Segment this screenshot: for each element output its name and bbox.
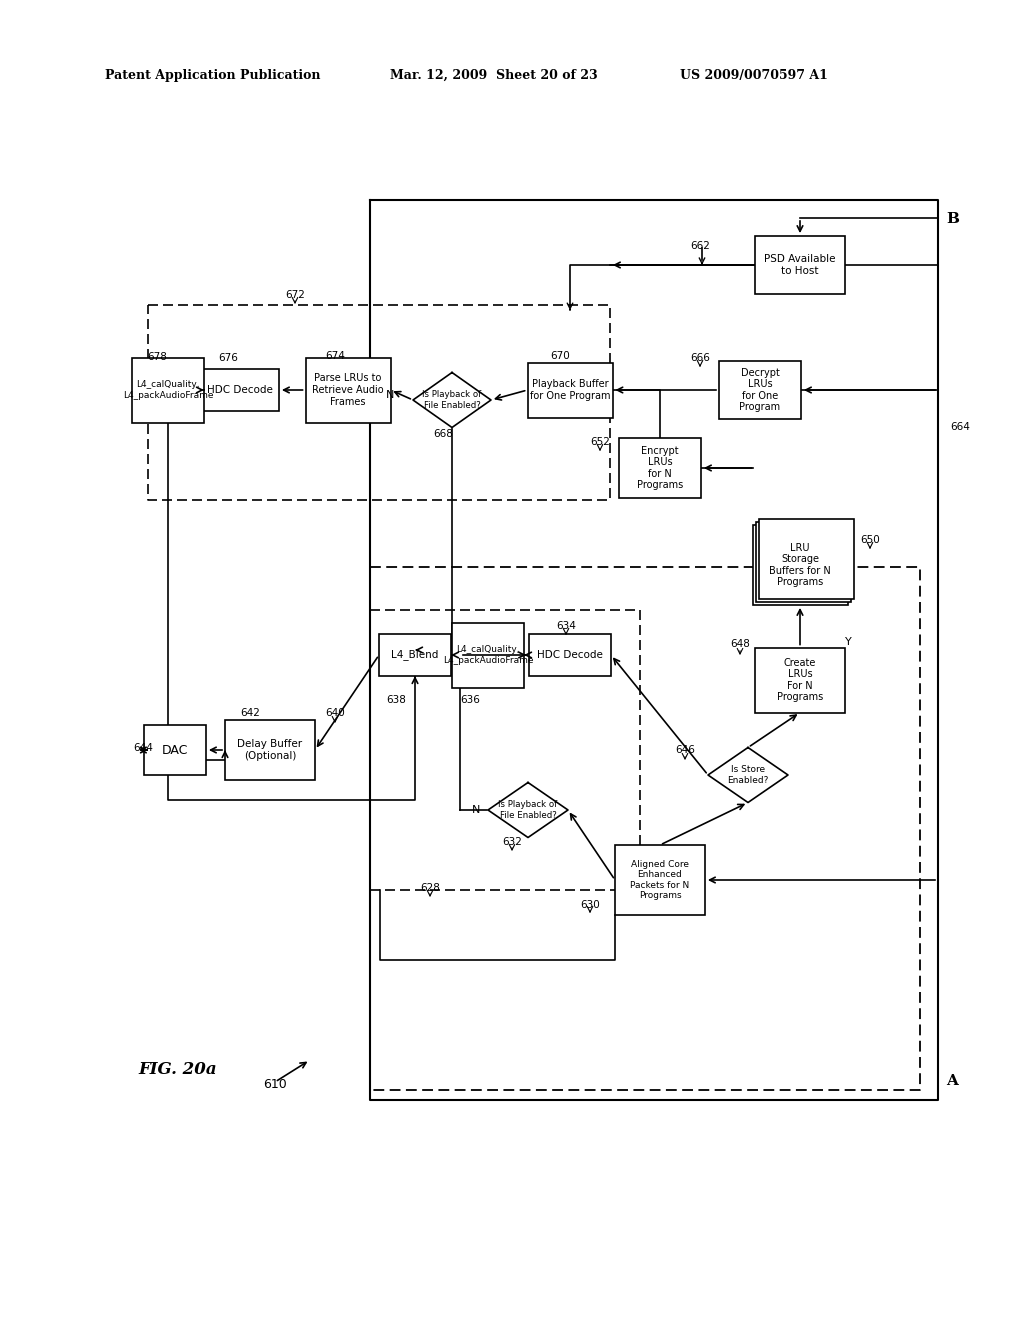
Text: 662: 662: [690, 242, 710, 251]
Polygon shape: [413, 372, 490, 428]
Text: LRU
Storage
Buffers for N
Programs: LRU Storage Buffers for N Programs: [769, 543, 830, 587]
Text: N: N: [386, 389, 394, 400]
Text: 676: 676: [218, 352, 238, 363]
Text: 672: 672: [285, 290, 305, 300]
FancyBboxPatch shape: [144, 725, 206, 775]
Text: 674: 674: [325, 351, 345, 360]
Text: 610: 610: [263, 1078, 287, 1092]
Text: L4_Blend: L4_Blend: [391, 649, 438, 660]
Polygon shape: [488, 783, 568, 837]
Text: Aligned Core
Enhanced
Packets for N
Programs: Aligned Core Enhanced Packets for N Prog…: [631, 859, 689, 900]
Text: N: N: [472, 805, 480, 814]
Text: 664: 664: [950, 422, 970, 432]
Text: US 2009/0070597 A1: US 2009/0070597 A1: [680, 69, 827, 82]
Text: Mar. 12, 2009  Sheet 20 of 23: Mar. 12, 2009 Sheet 20 of 23: [390, 69, 598, 82]
Text: 670: 670: [550, 351, 570, 360]
Text: 646: 646: [675, 744, 695, 755]
Text: L4_calQuality,
L4_packAudioFrame: L4_calQuality, L4_packAudioFrame: [442, 645, 534, 665]
Text: 628: 628: [420, 883, 440, 894]
Text: 650: 650: [860, 535, 880, 545]
FancyBboxPatch shape: [618, 438, 701, 498]
Text: Is Store
Enabled?: Is Store Enabled?: [727, 766, 769, 784]
FancyBboxPatch shape: [305, 358, 390, 422]
Text: 636: 636: [460, 696, 480, 705]
Polygon shape: [708, 747, 788, 803]
Text: 644: 644: [133, 743, 153, 752]
FancyBboxPatch shape: [132, 358, 204, 422]
Text: Create
LRUs
For N
Programs: Create LRUs For N Programs: [777, 657, 823, 702]
Text: 666: 666: [690, 352, 710, 363]
Text: 638: 638: [386, 696, 406, 705]
Text: A: A: [946, 1074, 957, 1088]
FancyBboxPatch shape: [615, 845, 705, 915]
Text: Is Playback of
File Enabled?: Is Playback of File Enabled?: [499, 800, 558, 820]
Text: L4_calQuality,
L4_packAudioFrame: L4_calQuality, L4_packAudioFrame: [123, 380, 213, 400]
Text: Is Playback of
File Enabled?: Is Playback of File Enabled?: [422, 391, 481, 409]
Text: Playback Buffer
for One Program: Playback Buffer for One Program: [529, 379, 610, 401]
FancyBboxPatch shape: [755, 236, 845, 294]
Text: Encrypt
LRUs
for N
Programs: Encrypt LRUs for N Programs: [637, 446, 683, 491]
Text: DAC: DAC: [162, 743, 188, 756]
Text: Patent Application Publication: Patent Application Publication: [105, 69, 321, 82]
FancyBboxPatch shape: [201, 370, 279, 411]
Text: 630: 630: [581, 900, 600, 909]
Text: B: B: [946, 213, 959, 226]
FancyBboxPatch shape: [527, 363, 612, 417]
Text: HDC Decode: HDC Decode: [207, 385, 273, 395]
Text: 632: 632: [502, 837, 522, 847]
FancyBboxPatch shape: [225, 719, 315, 780]
Text: 652: 652: [590, 437, 610, 447]
FancyBboxPatch shape: [755, 648, 845, 713]
Bar: [753, 525, 848, 605]
Text: Decrypt
LRUs
for One
Program: Decrypt LRUs for One Program: [739, 367, 780, 412]
Text: Delay Buffer
(Optional): Delay Buffer (Optional): [238, 739, 302, 760]
Text: 648: 648: [730, 639, 750, 649]
FancyBboxPatch shape: [379, 634, 451, 676]
Text: FIG. 20a: FIG. 20a: [138, 1061, 217, 1078]
Text: 668: 668: [433, 429, 453, 440]
Text: PSD Available
to Host: PSD Available to Host: [764, 255, 836, 276]
Text: 634: 634: [556, 620, 575, 631]
FancyBboxPatch shape: [452, 623, 524, 688]
Text: HDC Decode: HDC Decode: [537, 649, 603, 660]
Text: Y: Y: [845, 638, 851, 647]
FancyBboxPatch shape: [719, 360, 801, 418]
Text: 642: 642: [240, 708, 260, 718]
FancyBboxPatch shape: [529, 634, 611, 676]
Bar: [759, 519, 853, 599]
Text: 678: 678: [147, 352, 167, 362]
Bar: [756, 521, 851, 602]
Text: Parse LRUs to
Retrieve Audio
Frames: Parse LRUs to Retrieve Audio Frames: [312, 374, 384, 407]
Text: 640: 640: [326, 708, 345, 718]
